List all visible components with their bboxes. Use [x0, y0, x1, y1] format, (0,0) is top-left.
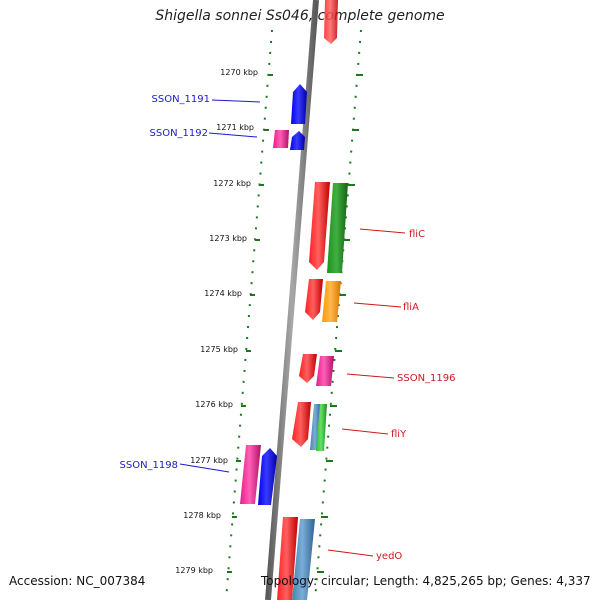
gene-label-sson-1191: SSON_1191 — [152, 94, 211, 105]
kbp-label: 1276 kbp — [195, 400, 233, 409]
gene-arrow — [316, 356, 334, 386]
gene-arrow — [277, 517, 298, 600]
kbp-label: 1274 kbp — [204, 289, 242, 298]
gene-label-sson-1192: SSON_1192 — [150, 128, 209, 139]
gene-arrow — [305, 279, 323, 320]
kbp-label: 1271 kbp — [216, 123, 254, 132]
kbp-label: 1275 kbp — [200, 345, 238, 354]
gene-label-yedo: yedO — [376, 551, 402, 562]
kbp-label: 1270 kbp — [220, 68, 258, 77]
gene-labels: SSON_1191 SSON_1192 SSON_1198 fliC fliA … — [120, 94, 456, 562]
gene-arrow — [316, 404, 327, 451]
right-tick-rail — [314, 29, 362, 600]
gene-arrow — [324, 0, 338, 44]
accession-text: Accession: NC_007384 — [9, 574, 146, 588]
gene-arrow — [258, 448, 277, 505]
kbp-label: 1273 kbp — [209, 234, 247, 243]
gene-arrow — [309, 182, 330, 270]
gene-arrow — [299, 354, 317, 383]
label-leaders — [179, 99, 406, 557]
gene-arrow — [310, 404, 321, 450]
gene-arrow — [273, 130, 289, 148]
gene-arrow — [327, 183, 348, 273]
kbp-labels: 1270 kbp 1271 kbp 1272 kbp 1273 kbp 1274… — [175, 68, 258, 575]
gene-arrow — [292, 402, 311, 447]
gene-arrow — [322, 281, 341, 322]
major-ticks — [227, 74, 363, 573]
kbp-label: 1277 kbp — [190, 456, 228, 465]
gene-arrow — [292, 519, 315, 600]
kbp-label: 1272 kbp — [213, 179, 251, 188]
gene-label-sson-1198: SSON_1198 — [120, 460, 179, 471]
genome-backbone — [265, 0, 319, 600]
topology-text: Topology: circular; Length: 4,825,265 bp… — [261, 574, 591, 588]
genes — [240, 0, 348, 600]
gene-label-flia: fliA — [403, 302, 419, 313]
gene-arrow — [290, 131, 305, 150]
genome-title: Shigella sonnei Ss046, complete genome — [155, 8, 445, 24]
gene-label-sson-1196: SSON_1196 — [397, 373, 456, 384]
gene-arrow — [291, 84, 307, 124]
gene-arrow — [240, 445, 261, 504]
gene-label-fliy: fliY — [391, 429, 407, 440]
kbp-label: 1279 kbp — [175, 566, 213, 575]
left-tick-rail — [225, 29, 273, 600]
kbp-label: 1278 kbp — [183, 511, 221, 520]
gene-label-flic: fliC — [409, 229, 425, 240]
